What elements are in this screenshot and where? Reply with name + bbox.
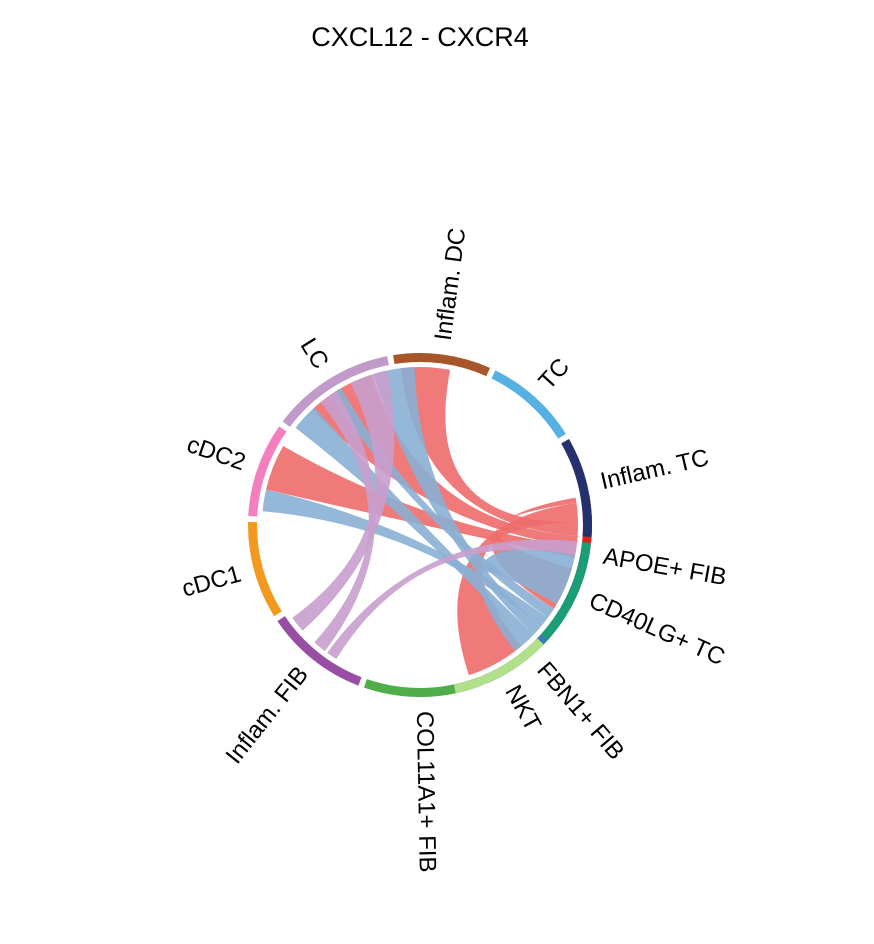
sector-nkt	[453, 638, 544, 694]
sector-label-cdc2: cDC2	[183, 431, 249, 476]
sector-col11a1-fib	[364, 677, 482, 697]
sector-label-nkt: NKT	[499, 681, 546, 736]
sector-label-inflam-dc: Inflam. DC	[430, 226, 472, 342]
link-fbn1-fib-to-inflam-dc	[373, 367, 542, 635]
links-layer	[262, 367, 578, 676]
chart-title: CXCL12 - CXCR4	[311, 22, 529, 52]
sector-tc	[491, 370, 566, 439]
link-fbn1-fib-to-cd40lg-tc	[478, 549, 576, 652]
sector-label-inflam-tc: Inflam. TC	[598, 444, 711, 495]
sector-cdc1	[248, 521, 282, 617]
sector-inflam-tc	[561, 439, 592, 537]
sector-label-fbn1-fib: FBN1+ FIB	[531, 657, 629, 765]
link-inflam-fib-to-cd40lg-tc	[327, 539, 578, 659]
link-inflam-fib-to-lc	[314, 391, 376, 652]
sector-label-inflam-fib: Inflam. FIB	[221, 661, 314, 769]
sector-cd40lg-tc	[541, 542, 592, 641]
sector-cdc2	[248, 426, 287, 517]
sector-label-col11a1-fib: COL11A1+ FIB	[411, 711, 441, 873]
link-fbn1-fib-to-cdc2	[262, 489, 548, 627]
labels-layer: APOE+ FIB FBN1+ FIB COL11A1+ FIB Inflam. FI…	[179, 226, 729, 873]
link-apoe-fib-to-inflam-dc	[400, 367, 578, 537]
sector-inflam-fib	[277, 616, 362, 686]
sector-inflam-dc	[393, 353, 490, 377]
sector-label-cdc1: cDC1	[179, 561, 244, 603]
sector-label-lc: LC	[295, 333, 334, 373]
link-fbn1-fib-to-lc	[329, 388, 554, 618]
sector-lc	[282, 356, 389, 427]
sector-label-apoe-fib: APOE+ FIB	[601, 543, 729, 591]
link-fbn1-fib-to-lc	[295, 407, 534, 643]
sectors-layer	[248, 353, 592, 697]
sector-label-cd40lg-tc: CD40LG+ TC	[585, 587, 729, 671]
sector-label-tc: TC	[534, 353, 575, 395]
